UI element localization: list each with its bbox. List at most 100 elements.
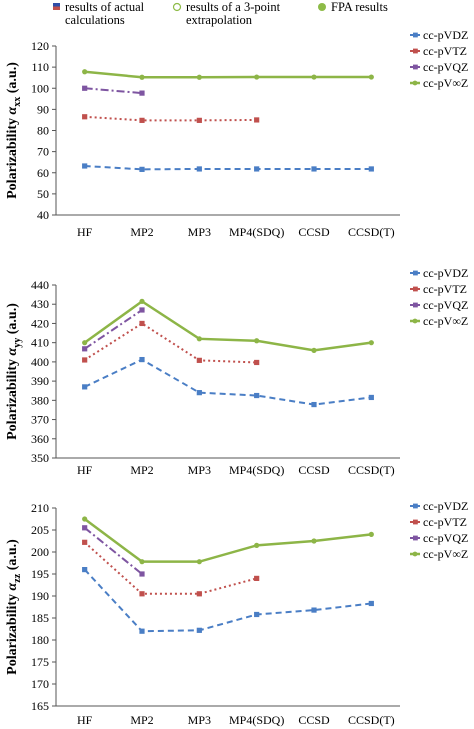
x-tick-label: CCSD(T)	[348, 713, 395, 727]
x-tick-label: MP4(SDQ)	[229, 713, 284, 727]
data-point	[82, 114, 88, 120]
series-line-cc-pvinfz	[83, 299, 372, 352]
data-point	[368, 74, 374, 80]
series-cc-pvdz	[82, 567, 374, 634]
chart-panel-zz: 165 170 175 180 185 190 195 200 205 210 HF MP2 MP3 MP…	[5, 499, 468, 727]
legend-entry-cc-pvinfz: cc-pV∞Z	[423, 76, 468, 90]
y-tick-label: 430	[31, 297, 49, 311]
y-tick-label: 205	[31, 523, 49, 537]
legend-marker	[413, 270, 418, 276]
y-tick-label: 90	[37, 102, 49, 116]
data-point	[254, 575, 260, 581]
y-axis-title: Polarizability αxx (a.u.)	[5, 62, 23, 199]
data-point	[196, 627, 202, 633]
data-point	[311, 538, 317, 544]
series-line-cc-pvdz	[84, 164, 372, 171]
y-axis-title: Polarizability αyy (a.u.)	[5, 303, 23, 440]
y-tick-label: 390	[31, 374, 49, 388]
x-tick-label: MP2	[130, 225, 153, 239]
data-point	[82, 384, 88, 390]
series-line-cc-pvtz	[84, 115, 257, 122]
data-point	[139, 74, 145, 80]
legend-fpa-label: FPA results	[331, 0, 388, 14]
y-tick-label: 120	[31, 39, 49, 53]
y-tick-label: 40	[37, 208, 49, 222]
legend-actual-marker-bottom	[53, 6, 60, 10]
y-axis-title-subscript: xx	[12, 97, 23, 107]
y-axis-title-subscript: yy	[12, 338, 23, 348]
legend-actual-marker-top	[53, 3, 60, 7]
data-point	[368, 600, 374, 607]
y-tick-label: 50	[37, 187, 49, 201]
legend-entry-cc-pvtz: cc-pVTZ	[423, 44, 467, 58]
legend-entry-cc-pvdz: cc-pVDZ	[423, 499, 468, 513]
data-point	[196, 74, 202, 80]
y-axis-title-symbol: α	[5, 106, 20, 114]
data-point	[311, 401, 317, 408]
chart-panel-xx: 40 50 60 70 80 90 100 110 120 HF MP2 MP3 MP4(SDQ) CCS…	[5, 28, 468, 239]
x-tick-label: CCSD(T)	[348, 463, 395, 477]
data-point	[139, 298, 145, 304]
y-axis-title-symbol: α	[5, 347, 20, 355]
legend-entry-cc-pvdz: cc-pVDZ	[423, 266, 468, 280]
y-tick-label: 370	[31, 413, 49, 427]
y-tick-label: 195	[31, 567, 49, 581]
data-point	[311, 166, 317, 172]
x-tick-label: CCSD(T)	[348, 225, 395, 239]
series-cc-pvtz	[82, 539, 260, 597]
legend-extrapolation-marker	[172, 2, 182, 12]
y-tick-label: 380	[31, 393, 49, 407]
legend-label-line: results of actual	[65, 0, 145, 14]
legend-marker	[413, 286, 418, 292]
data-point	[196, 591, 202, 597]
legend-extrapolation-label: results of a 3-point extrapolation	[186, 0, 281, 27]
data-point	[139, 559, 145, 565]
series-line-cc-pvqz	[84, 309, 143, 350]
legend-entry-cc-pvqz: cc-pVQZ	[423, 60, 468, 74]
y-tick-label: 175	[31, 655, 49, 669]
x-tick-label: CCSD	[298, 713, 330, 727]
data-point	[139, 320, 145, 327]
legend-actual-calculations: results of actual calculations	[53, 0, 145, 27]
legend-marker	[413, 535, 418, 541]
x-tick-label: MP4(SDQ)	[229, 463, 284, 477]
x-tick-label: MP3	[188, 463, 211, 477]
y-tick-label: 100	[31, 81, 49, 95]
x-tick-label: HF	[77, 463, 93, 477]
legend-label-line: extrapolation	[186, 13, 253, 27]
y-tick-label: 200	[31, 545, 49, 559]
data-point	[311, 347, 317, 353]
y-tick-label: 190	[31, 589, 49, 603]
legend-fpa: FPA results	[318, 0, 388, 14]
legend-entry-cc-pvqz: cc-pVQZ	[423, 298, 468, 312]
legend-marker	[413, 64, 418, 70]
data-point	[139, 166, 145, 172]
y-axis-title-subscript: zz	[12, 573, 23, 582]
data-point	[82, 357, 88, 363]
legend-extrapolation: results of a 3-point extrapolation	[172, 0, 281, 27]
legend-marker	[413, 32, 418, 38]
data-point	[311, 74, 317, 80]
data-point	[196, 336, 202, 342]
y-axis-title-main: Polarizability	[5, 355, 20, 439]
legend-entry-cc-pvinfz: cc-pV∞Z	[423, 314, 468, 328]
data-point	[82, 340, 88, 346]
legend-actual-label: results of actual calculations	[65, 0, 145, 27]
y-tick-label: 350	[31, 451, 49, 465]
series-cc-pvdz	[82, 356, 374, 408]
x-tick-label: HF	[77, 225, 93, 239]
y-tick-label: 80	[37, 124, 49, 138]
data-point	[254, 74, 260, 80]
data-point	[82, 85, 88, 91]
legend-entry-cc-pvinfz: cc-pV∞Z	[423, 547, 468, 561]
x-tick-label: MP3	[188, 713, 211, 727]
series-line-cc-pvinfz	[83, 517, 372, 563]
x-tick-label: CCSD	[298, 463, 330, 477]
legend-entry-cc-pvqz: cc-pVQZ	[423, 531, 468, 545]
y-tick-label: 410	[31, 336, 49, 350]
data-point	[254, 117, 260, 123]
data-point	[82, 163, 88, 169]
x-tick-label: MP2	[130, 463, 153, 477]
legend-label-line: FPA results	[331, 0, 388, 14]
y-axis-title-symbol: α	[5, 582, 20, 590]
